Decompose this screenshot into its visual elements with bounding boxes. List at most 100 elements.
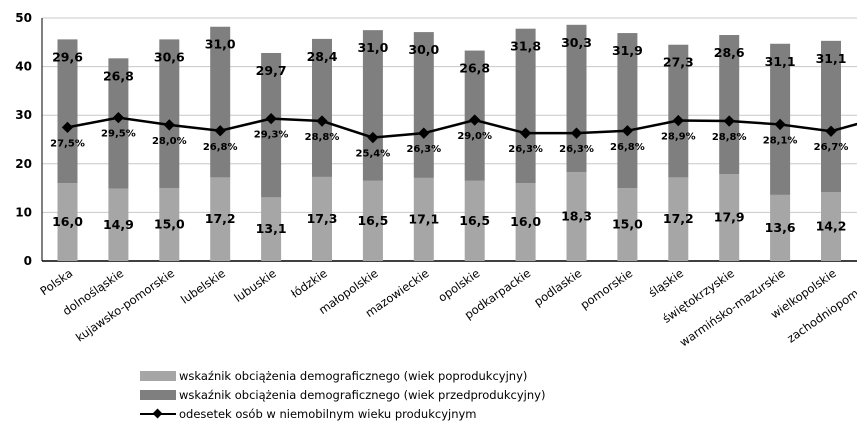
bar-pre-working-age <box>821 40 841 192</box>
bar-post-working-age <box>617 188 638 261</box>
bar-pre-working-age <box>668 44 689 178</box>
bar-pre-working-age <box>108 58 129 189</box>
line-value-label: 26,3% <box>559 144 594 155</box>
bar-post-working-age <box>515 183 536 261</box>
line-value-label: 27,5% <box>50 138 85 149</box>
bar-value-label: 31,9 <box>612 43 643 58</box>
chart-area: 0 10 20 30 40 50 16,0 29,6 14,9 26,8 15,0 30,6 17,2… <box>15 11 857 349</box>
bar-value-label: 27,3 <box>663 55 694 70</box>
x-category-label: łódzkie <box>288 266 329 301</box>
line-value-label: 29,3% <box>254 130 289 141</box>
bar-post-working-age <box>413 177 434 261</box>
bar-post-working-age <box>210 177 231 261</box>
bar-value-label: 15,0 <box>612 217 643 232</box>
y-tick-label: 0 <box>24 254 32 268</box>
y-tick-label: 40 <box>15 60 32 74</box>
line-value-label: 26,7% <box>814 142 849 153</box>
x-category-label: Polska <box>37 266 75 298</box>
bar-value-label: 14,9 <box>103 217 134 232</box>
bar-value-label: 17,2 <box>663 211 694 226</box>
bar-value-label: 16,0 <box>510 214 541 229</box>
bar-value-label: 28,6 <box>714 45 745 60</box>
bar-post-working-age <box>108 188 129 261</box>
line-value-label: 26,8% <box>203 142 238 153</box>
line-marker <box>519 127 532 139</box>
bar-value-label: 16,5 <box>459 213 490 228</box>
bar-post-working-age <box>770 194 791 261</box>
line-marker <box>367 131 379 144</box>
line-value-label: 29,5% <box>101 129 136 140</box>
bar-pre-working-age <box>362 30 383 181</box>
bar-value-label: 29,6 <box>52 49 83 64</box>
x-category-label: lubuskie <box>231 266 278 305</box>
bar-post-working-age <box>719 174 740 261</box>
line-value-label: 26,3% <box>406 144 441 155</box>
bar-value-label: 17,1 <box>408 211 439 226</box>
bar-pre-working-age <box>210 26 231 178</box>
line-value-label: 29,0% <box>457 131 492 142</box>
legend-label: wskaźnik obciążenia demograficznego (wie… <box>179 368 528 383</box>
line-value-label: 28,8% <box>305 132 340 143</box>
y-tick-label: 50 <box>15 11 32 25</box>
bar-post-working-age <box>261 197 282 261</box>
bar-pre-working-age <box>617 33 638 189</box>
bar-value-label: 16,5 <box>357 213 388 228</box>
bar-pre-working-age <box>719 35 740 175</box>
bar-pre-working-age <box>312 38 332 177</box>
legend-item-post-working-age: wskaźnik obciążenia demograficznego (wie… <box>140 366 545 385</box>
legend-item-pre-working-age: wskaźnik obciążenia demograficznego (wie… <box>140 385 545 404</box>
legend-swatch <box>140 389 176 400</box>
line-marker <box>570 127 583 139</box>
line-value-label: 28,1% <box>763 135 798 146</box>
bar-value-label: 31,8 <box>510 39 541 54</box>
line-value-label: 28,8% <box>712 132 747 143</box>
bar-value-label: 30,0 <box>408 42 439 57</box>
bar-pre-working-age <box>57 39 78 184</box>
legend-label: odesetek osób w niemobilnym wieku produk… <box>179 406 477 421</box>
y-tick-label: 30 <box>15 108 32 122</box>
legend-line-marker <box>140 409 176 419</box>
legend-item-immobile-working-age: odesetek osób w niemobilnym wieku produk… <box>140 404 545 423</box>
bar-value-label: 18,3 <box>561 209 592 224</box>
bar-post-working-age <box>464 180 485 261</box>
bar-value-label: 17,2 <box>205 211 236 226</box>
bar-value-label: 31,0 <box>205 37 236 52</box>
bar-pre-working-age <box>515 28 536 184</box>
bar-pre-working-age <box>413 32 434 178</box>
x-category-label: podlaskie <box>531 266 584 309</box>
bar-pre-working-age <box>261 52 282 198</box>
bar-pre-working-age <box>159 39 180 189</box>
legend-swatch <box>140 370 176 381</box>
line-value-label: 26,3% <box>508 144 543 155</box>
bar-post-working-age <box>312 176 332 261</box>
line-value-label: 28,0% <box>152 136 187 147</box>
bar-value-label: 31,1 <box>765 54 796 69</box>
bar-post-working-age <box>362 180 383 261</box>
bar-value-label: 30,3 <box>561 35 592 50</box>
bar-value-label: 30,6 <box>154 49 185 64</box>
bar-post-working-age <box>821 191 841 261</box>
legend-label: wskaźnik obciążenia demograficznego (wie… <box>179 387 546 402</box>
bar-value-label: 13,6 <box>765 220 796 235</box>
bar-post-working-age <box>159 188 180 261</box>
line-value-label: 28,9% <box>661 132 696 143</box>
bar-value-label: 17,3 <box>307 211 338 226</box>
line-value-label: 26,8% <box>610 142 645 153</box>
bar-value-label: 17,9 <box>714 210 745 225</box>
bar-pre-working-age <box>566 24 587 173</box>
bar-value-label: 13,1 <box>256 221 287 236</box>
bar-value-label: 26,8 <box>103 68 134 83</box>
x-category-label: pomorskie <box>578 266 635 312</box>
y-tick-label: 10 <box>15 205 32 219</box>
x-category-label: lubelskie <box>178 266 228 307</box>
y-axis: 0 10 20 30 40 50 <box>15 11 43 268</box>
bar-value-label: 28,4 <box>307 49 338 64</box>
bar-post-working-age <box>566 172 587 261</box>
bar-value-label: 31,0 <box>357 40 388 55</box>
bars <box>57 24 841 261</box>
line-marker <box>825 125 837 137</box>
line-value-label: 25,4% <box>356 149 391 160</box>
y-tick-label: 20 <box>15 157 32 171</box>
bar-value-label: 29,7 <box>256 63 287 78</box>
